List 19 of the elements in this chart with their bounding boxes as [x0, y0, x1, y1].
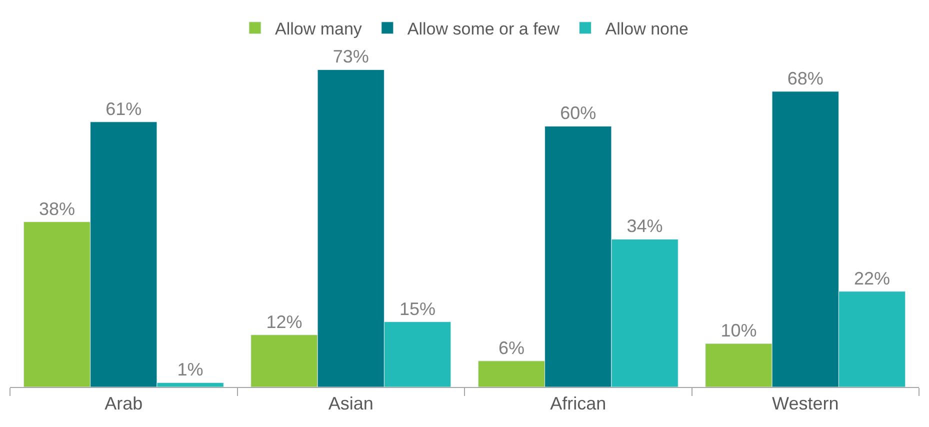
data-label: 68%	[787, 68, 824, 88]
data-label: 6%	[498, 338, 524, 358]
x-tick-label: African	[550, 394, 606, 414]
data-label: 15%	[400, 298, 436, 319]
data-label: 34%	[626, 216, 663, 236]
x-tick-label: Asian	[328, 394, 374, 414]
data-label: 73%	[332, 46, 369, 67]
legend-label: Allow some or a few	[407, 20, 560, 38]
data-label: 60%	[560, 103, 596, 124]
data-label: 12%	[266, 312, 302, 332]
data-label: 10%	[720, 320, 757, 341]
data-label: 61%	[106, 98, 142, 119]
legend-label: Allow none	[605, 20, 688, 38]
x-tick-label: Western	[772, 394, 839, 414]
data-label: 1%	[177, 360, 204, 380]
data-label: 22%	[854, 268, 890, 288]
data-label: 38%	[38, 198, 75, 219]
x-tick-label: Arab	[104, 394, 143, 414]
legend-label: Allow many	[275, 20, 362, 38]
